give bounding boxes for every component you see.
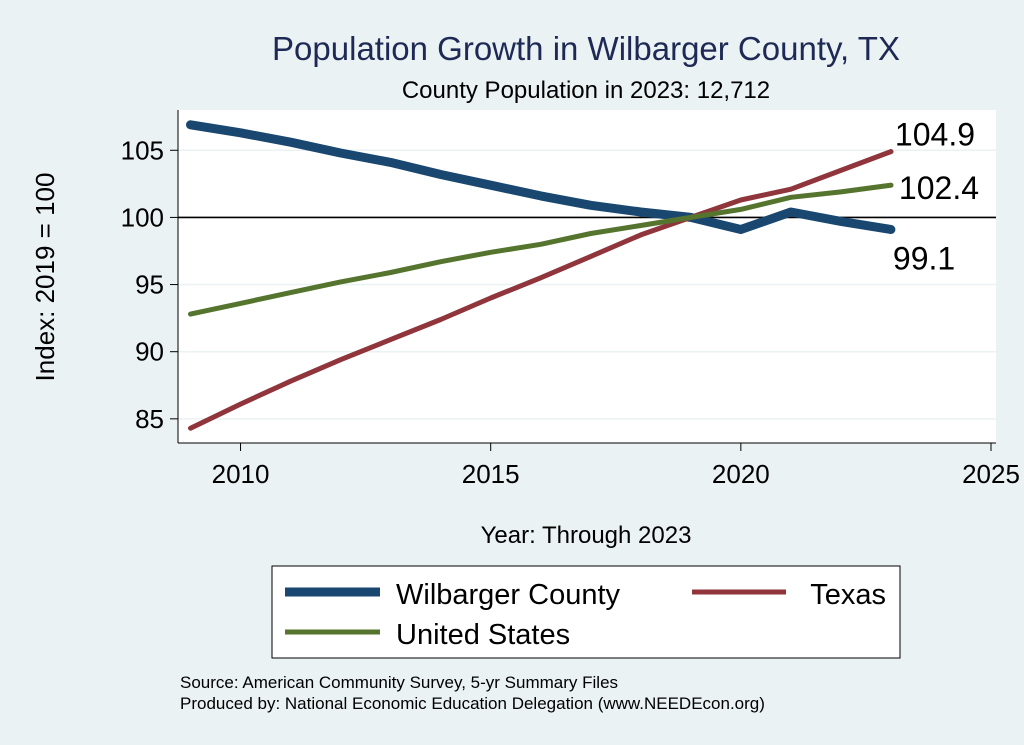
legend-box xyxy=(271,565,901,659)
y-tick-label-105: 105 xyxy=(121,135,164,165)
source-note: Source: American Community Survey, 5-yr … xyxy=(180,673,618,692)
series-line-1 xyxy=(188,149,894,431)
end-marker-0 xyxy=(888,227,894,233)
x-tick-label-2020: 2020 xyxy=(712,459,770,489)
end-marker-1 xyxy=(888,149,894,155)
series-line-0 xyxy=(186,120,896,234)
end-label-1: 104.9 xyxy=(895,117,975,153)
x-ticks: 2010 2015 2020 2025 xyxy=(212,443,1020,489)
x-tick-label-2015: 2015 xyxy=(462,459,520,489)
x-tick-label-2010: 2010 xyxy=(212,459,270,489)
y-tick-label-100: 100 xyxy=(121,202,164,232)
legend: Wilbarger County Texas United States xyxy=(271,565,901,659)
x-tick-label-2025: 2025 xyxy=(962,459,1020,489)
end-label-2: 102.4 xyxy=(899,170,979,206)
end-marker-2 xyxy=(888,182,894,188)
x-axis-label: Year: Through 2023 xyxy=(481,522,692,549)
y-tick-label-85: 85 xyxy=(135,404,164,434)
producer-note: Produced by: National Economic Education… xyxy=(180,694,765,713)
y-tick-label-95: 95 xyxy=(135,270,164,300)
end-labels: 99.1 104.9 102.4 xyxy=(888,117,979,277)
y-ticks: 85 90 95 100 105 xyxy=(121,135,178,434)
series-lines xyxy=(186,120,896,431)
end-label-0: 99.1 xyxy=(893,241,955,277)
legend-label-us: United States xyxy=(396,619,570,651)
legend-label-wilbarger: Wilbarger County xyxy=(396,579,621,611)
chart-subtitle: County Population in 2023: 12,712 xyxy=(402,77,770,104)
series-line-2 xyxy=(188,182,894,317)
y-axis-label: Index: 2019 = 100 xyxy=(30,173,60,382)
legend-label-texas: Texas xyxy=(810,579,886,611)
chart-title: Population Growth in Wilbarger County, T… xyxy=(272,30,900,67)
y-tick-label-90: 90 xyxy=(135,337,164,367)
